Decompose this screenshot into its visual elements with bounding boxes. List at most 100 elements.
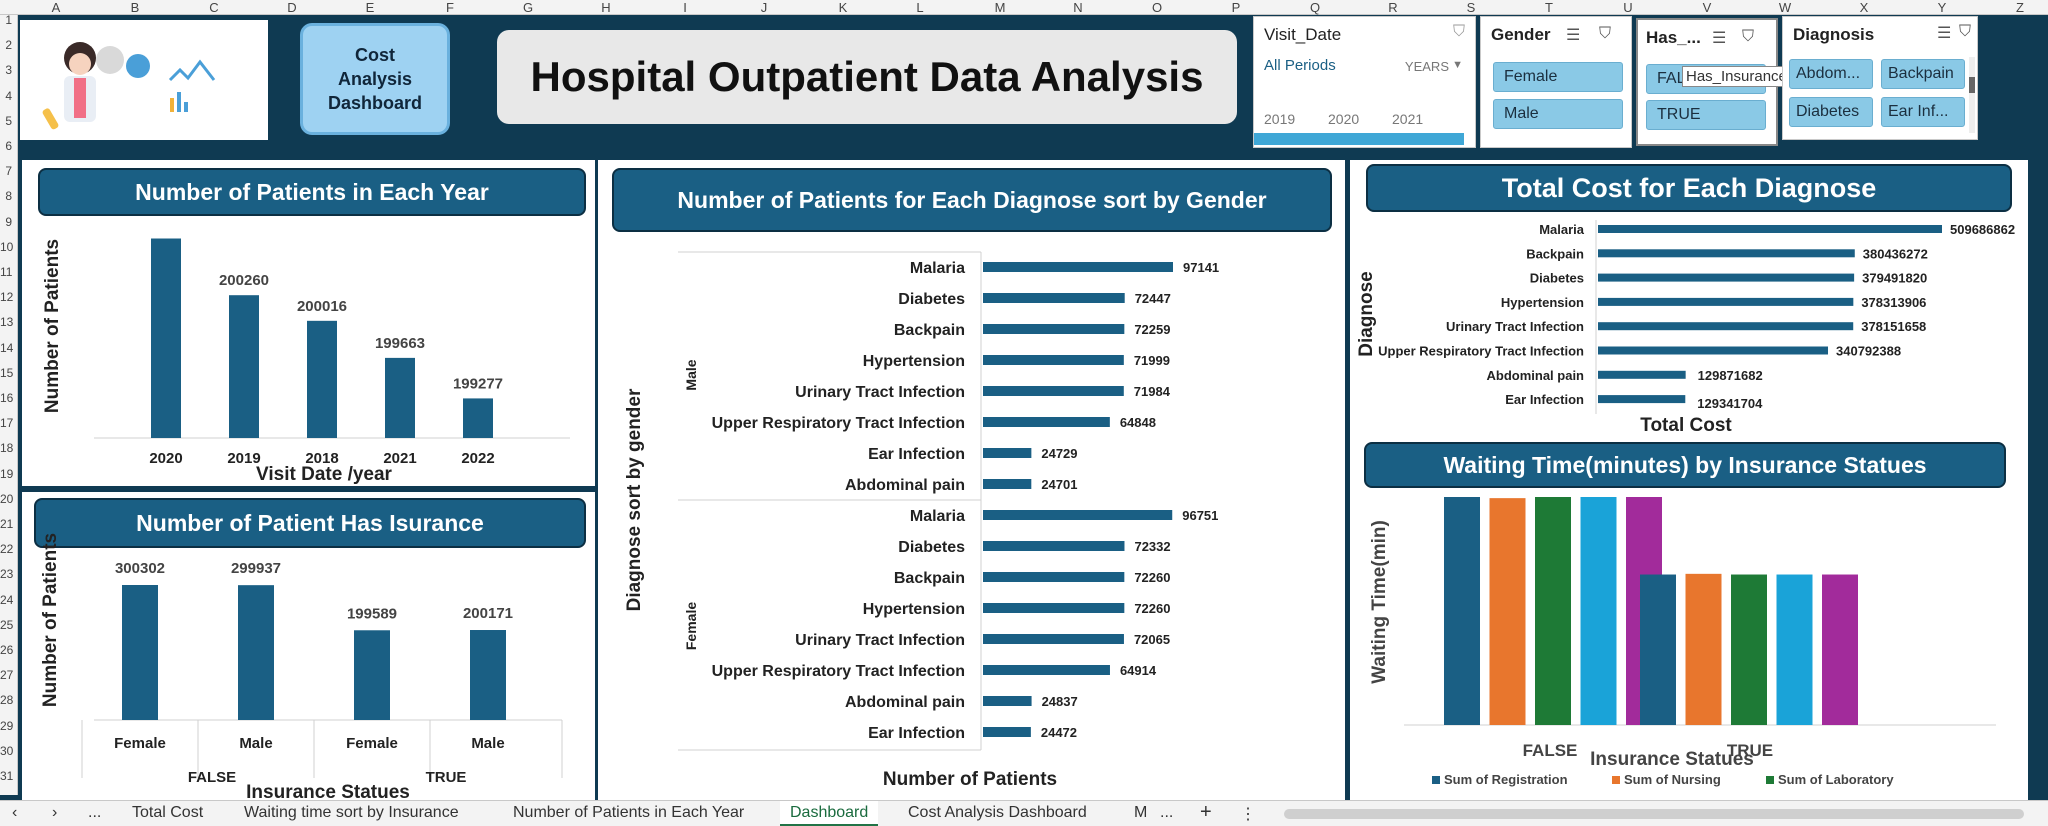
insurance-true-button[interactable]: TRUE — [1646, 100, 1766, 130]
tab-total-cost[interactable]: Total Cost — [132, 804, 204, 821]
column-label[interactable]: P — [1231, 0, 1241, 15]
row-label[interactable]: 26 — [0, 643, 14, 657]
column-label[interactable]: R — [1388, 0, 1398, 15]
period-unit-dropdown[interactable]: YEARS — [1404, 59, 1449, 74]
gender-slicer[interactable]: Gender ☰ ⛉ Female Male — [1480, 16, 1632, 148]
data-label: 380436272 — [1863, 246, 1928, 261]
add-sheet-icon[interactable]: + — [1200, 801, 1212, 823]
column-label[interactable]: X — [1859, 0, 1869, 15]
next-sheet-icon[interactable]: › — [52, 804, 58, 821]
row-label[interactable]: 5 — [5, 113, 12, 128]
row-label[interactable]: 8 — [5, 189, 12, 204]
row-label[interactable]: 31 — [0, 769, 14, 783]
clear-filter-icon[interactable]: ⛉ — [1959, 23, 1972, 40]
more-tabs-icon[interactable]: ... — [1160, 804, 1174, 821]
column-label[interactable]: D — [287, 0, 297, 15]
column-label[interactable]: F — [446, 0, 454, 15]
column-label[interactable]: T — [1545, 0, 1553, 15]
tick-label: Hypertension — [863, 353, 965, 370]
row-label[interactable]: 15 — [0, 365, 14, 380]
timeline-year-2021[interactable]: 2021 — [1392, 111, 1424, 127]
cost-analysis-dashboard-button[interactable]: Cost Analysis Dashboard — [300, 23, 450, 135]
row-label[interactable]: 2 — [5, 38, 12, 53]
row-label[interactable]: 29 — [0, 718, 14, 733]
row-label[interactable]: 23 — [0, 567, 14, 582]
row-label[interactable]: 30 — [0, 743, 14, 758]
multi-select-icon[interactable]: ☰ — [1712, 30, 1727, 47]
diagnosis-backpain-button[interactable]: Backpain — [1881, 59, 1965, 89]
row-label[interactable]: 24 — [0, 592, 14, 607]
horizontal-scrollbar[interactable] — [1284, 809, 2024, 819]
column-label[interactable]: E — [365, 0, 375, 15]
tab-waiting-time[interactable]: Waiting time sort by Insurance — [244, 804, 459, 821]
more-sheets-icon[interactable]: ... — [88, 804, 102, 821]
column-label[interactable]: A — [51, 0, 61, 15]
row-label[interactable]: 12 — [0, 290, 14, 305]
column-label[interactable]: C — [209, 0, 219, 15]
row-label[interactable]: 13 — [0, 315, 14, 330]
row-label[interactable]: 14 — [0, 340, 14, 355]
column-label[interactable]: H — [601, 0, 611, 15]
column-label[interactable]: K — [838, 0, 848, 15]
diagnosis-diabetes-button[interactable]: Diabetes — [1789, 97, 1873, 127]
multi-select-icon[interactable]: ☰ — [1566, 27, 1581, 44]
column-label[interactable]: G — [522, 0, 534, 15]
gender-male-button[interactable]: Male — [1493, 99, 1623, 129]
chevron-down-icon[interactable]: ▼ — [1452, 59, 1463, 71]
timeline-year-2019[interactable]: 2019 — [1264, 111, 1296, 127]
column-label[interactable]: L — [916, 0, 924, 15]
column-label[interactable]: O — [1151, 0, 1163, 15]
clear-filter-icon[interactable]: ⛉ — [1599, 25, 1612, 42]
insurance-slicer[interactable]: Has_... ☰ ⛉ FAL TRUE Has_Insurance — [1636, 18, 1791, 146]
slicer-scrollbar[interactable] — [1969, 57, 1975, 133]
tick-label: Ear Infection — [868, 446, 965, 463]
row-label[interactable]: 19 — [0, 466, 14, 481]
column-label[interactable]: B — [130, 0, 140, 15]
row-label[interactable]: 27 — [0, 668, 14, 683]
row-label[interactable]: 10 — [0, 239, 14, 254]
row-label[interactable]: 3 — [5, 63, 12, 78]
column-label[interactable]: Y — [1937, 0, 1947, 15]
row-label[interactable]: 11 — [0, 265, 13, 279]
multi-select-icon[interactable]: ☰ — [1937, 25, 1952, 42]
row-label[interactable]: 17 — [0, 416, 14, 431]
timeline-year-2020[interactable]: 2020 — [1328, 111, 1360, 127]
clear-filter-icon[interactable]: ⛉ — [1742, 28, 1755, 45]
gender-female-button[interactable]: Female — [1493, 62, 1623, 92]
column-label[interactable]: N — [1073, 0, 1083, 15]
column-label[interactable]: Q — [1309, 0, 1321, 15]
diagnosis-abdominal-button[interactable]: Abdom... — [1789, 59, 1873, 89]
row-label[interactable]: 25 — [0, 617, 14, 632]
column-label[interactable]: I — [683, 0, 687, 15]
row-label[interactable]: 9 — [5, 214, 12, 229]
diagnosis-ear-infection-button[interactable]: Ear Inf... — [1881, 97, 1965, 127]
row-label[interactable]: 20 — [0, 491, 14, 506]
row-label[interactable]: 1 — [5, 15, 12, 27]
prev-sheet-icon[interactable]: ‹ — [12, 804, 18, 821]
timeline-bar[interactable] — [1254, 133, 1464, 145]
visit-date-slicer[interactable]: Visit_Date ⛉ All Periods YEARS ▼ 2019 20… — [1253, 16, 1476, 148]
row-label[interactable]: 7 — [5, 164, 12, 179]
row-label[interactable]: 18 — [0, 441, 14, 456]
diagnosis-slicer[interactable]: Diagnosis ☰ ⛉ Abdom... Backpain Diabetes… — [1782, 16, 1978, 140]
tab-m[interactable]: M — [1134, 804, 1148, 821]
sheet-menu-icon[interactable]: ⋮ — [1240, 806, 1256, 823]
column-label[interactable]: U — [1623, 0, 1633, 15]
column-label[interactable]: J — [760, 0, 768, 15]
row-label[interactable]: 28 — [0, 693, 14, 708]
row-label[interactable]: 21 — [0, 517, 14, 531]
column-label[interactable]: Z — [2016, 0, 2024, 15]
row-label[interactable]: 6 — [5, 139, 12, 153]
insurance-patients-chart: Number of Patient Has Isurance 300302 Fem… — [22, 492, 595, 800]
row-label[interactable]: 4 — [5, 88, 12, 103]
clear-filter-icon[interactable]: ⛉ — [1452, 23, 1465, 40]
column-label[interactable]: M — [994, 0, 1006, 15]
tab-patients-each-year[interactable]: Number of Patients in Each Year — [513, 804, 745, 821]
tab-dashboard[interactable]: Dashboard — [780, 801, 879, 826]
column-label[interactable]: W — [1778, 0, 1792, 15]
row-label[interactable]: 22 — [0, 542, 14, 557]
tab-cost-analysis-dashboard[interactable]: Cost Analysis Dashboard — [908, 804, 1087, 821]
column-label[interactable]: S — [1466, 0, 1476, 15]
column-label[interactable]: V — [1702, 0, 1712, 15]
row-label[interactable]: 16 — [0, 391, 14, 405]
